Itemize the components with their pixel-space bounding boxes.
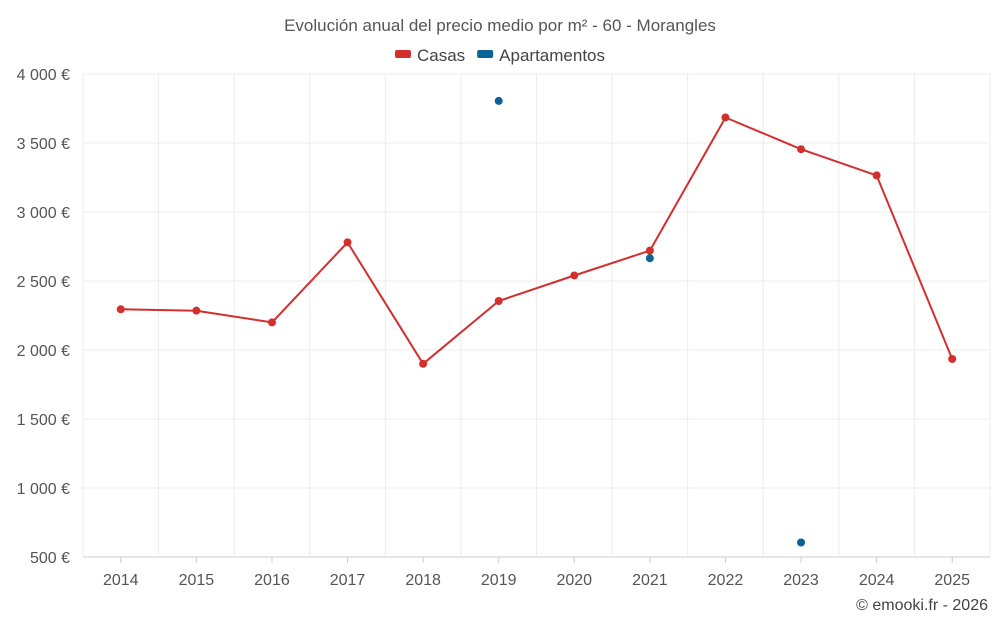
- data-point-casas-2016: [267, 318, 276, 327]
- x-tick-label: 2019: [481, 572, 517, 589]
- x-tick-label: 2018: [405, 572, 441, 589]
- data-point-apartamentos-2023: [797, 538, 806, 547]
- data-point-casas-2018: [419, 359, 428, 368]
- data-point-apartamentos-2021: [645, 254, 654, 263]
- x-tick-label: 2025: [934, 572, 970, 589]
- data-point-casas-2019: [494, 297, 503, 306]
- y-axis: 500 € 1 000 € 1 500 € 2 000 € 2 500 € 3 000 €…: [17, 67, 70, 567]
- data-point-casas-2024: [872, 171, 881, 180]
- grid: [82, 73, 991, 558]
- y-tick-label: 500 €: [30, 550, 70, 567]
- legend-swatch-casas: [394, 50, 411, 58]
- data-point-casas-2017: [343, 238, 352, 247]
- legend: Casas Apartamentos: [394, 46, 605, 65]
- x-tick-label: 2014: [103, 572, 139, 589]
- y-tick-label: 3 500 €: [17, 136, 70, 153]
- chart-title: Evolución anual del precio medio por m² …: [284, 16, 716, 35]
- y-tick-label: 1 000 €: [17, 481, 70, 498]
- data-point-casas-2014: [116, 305, 125, 314]
- series-layer: [116, 96, 957, 547]
- x-tick-label: 2015: [179, 572, 215, 589]
- x-tick-label: 2020: [556, 572, 592, 589]
- data-point-casas-2023: [797, 145, 806, 154]
- y-tick-label: 2 000 €: [17, 343, 70, 360]
- x-tick-label: 2022: [708, 572, 744, 589]
- y-tick-label: 3 000 €: [17, 205, 70, 222]
- data-point-casas-2020: [570, 271, 579, 280]
- credit-text: © emooki.fr - 2026: [856, 597, 988, 614]
- x-tick-label: 2023: [783, 572, 819, 589]
- data-point-casas-2015: [192, 306, 201, 315]
- y-tick-label: 2 500 €: [17, 274, 70, 291]
- x-tick-label: 2021: [632, 572, 668, 589]
- series-line-casas: [120, 116, 954, 365]
- x-tick-label: 2016: [254, 572, 290, 589]
- legend-swatch-apartamentos: [477, 50, 494, 58]
- legend-label-apartamentos: Apartamentos: [499, 46, 605, 65]
- x-axis: 2014 2015 2016 2017 2018 2019 2020 2021 2022 2023…: [103, 557, 970, 589]
- data-point-apartamentos-2019: [494, 96, 503, 105]
- legend-label-casas: Casas: [417, 46, 465, 65]
- data-point-casas-2022: [721, 113, 730, 122]
- data-point-casas-2025: [948, 354, 957, 363]
- x-tick-label: 2024: [859, 572, 895, 589]
- data-point-casas-2021: [645, 246, 654, 255]
- x-tick-label: 2017: [330, 572, 366, 589]
- y-tick-label: 4 000 €: [17, 67, 70, 84]
- y-tick-label: 1 500 €: [17, 412, 70, 429]
